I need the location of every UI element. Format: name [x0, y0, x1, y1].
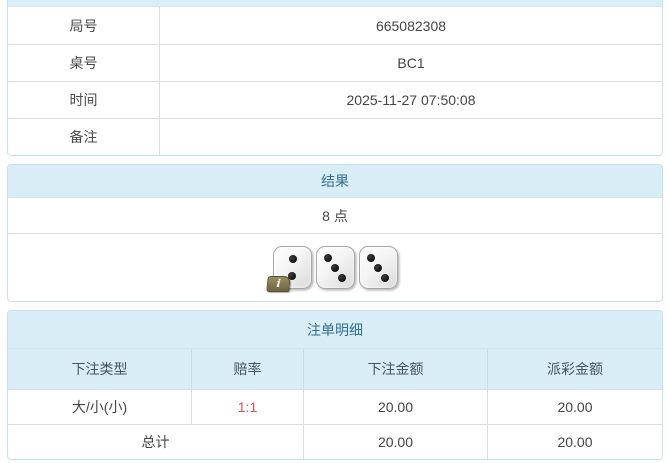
die-pip	[287, 272, 296, 281]
page: 局号 665082308 桌号 BC1 时间 2025-11-27 07:50:…	[7, 0, 663, 460]
time-label: 时间	[8, 82, 160, 118]
game-info-panel: 局号 665082308 桌号 BC1 时间 2025-11-27 07:50:…	[7, 0, 663, 156]
table-id-value: BC1	[397, 55, 425, 71]
die-pip	[366, 253, 375, 262]
round-id-value: 665082308	[375, 17, 447, 34]
game-info-row-remark: 备注	[8, 118, 662, 155]
game-info-row-round: 局号 665082308	[8, 7, 662, 44]
info-icon[interactable]: i	[265, 276, 291, 292]
col-header-payout: 派彩金额	[487, 349, 662, 389]
bet-type-value: 大/小(小)	[71, 399, 128, 415]
die-pip	[323, 253, 332, 262]
bet-table-total-row: 总计 20.00 20.00	[8, 424, 662, 459]
total-payout: 20.00	[487, 425, 662, 459]
remark-label: 备注	[8, 119, 160, 155]
game-info-row-time: 时间 2025-11-27 07:50:08	[8, 81, 662, 118]
remark-value	[160, 119, 662, 155]
table-id-label: 桌号	[8, 45, 160, 81]
odds-value: 1:1	[191, 390, 303, 424]
bet-table-header-row: 下注类型 赔率 下注金额 派彩金额	[8, 349, 662, 389]
game-info-clipped-header	[8, 0, 662, 7]
die-pip	[374, 263, 382, 272]
die-pip	[381, 274, 390, 283]
dice-row: i	[8, 234, 662, 301]
total-bet-amount: 20.00	[303, 425, 487, 459]
game-info-row-table: 桌号 BC1	[8, 44, 662, 81]
bet-details-header: 注单明细	[8, 311, 662, 349]
die-pip	[288, 254, 297, 263]
bet-table-row: 大/小(小) 1:1 20.00 20.00	[8, 389, 662, 424]
die-3-icon	[358, 246, 398, 289]
col-header-bet-type: 下注类型	[71, 361, 128, 377]
result-header: 结果	[8, 165, 662, 198]
bet-amount-value: 20.00	[303, 390, 487, 424]
die-2-icon	[315, 246, 355, 289]
bet-details-panel: 注单明细 下注类型 赔率 下注金额 派彩金额 大/小(小) 1:1 20.00 …	[7, 310, 663, 460]
die-1-icon: i	[265, 246, 312, 292]
col-header-odds: 赔率	[191, 349, 303, 389]
total-label: 总计	[141, 434, 170, 450]
col-header-bet-amount: 下注金额	[303, 349, 487, 389]
result-points: 8 点	[8, 198, 662, 234]
die-pip	[338, 274, 347, 283]
round-id-label: 局号	[8, 7, 160, 44]
time-value: 2025-11-27 07:50:08	[346, 92, 476, 108]
payout-value: 20.00	[487, 390, 662, 424]
die-pip	[331, 263, 339, 272]
result-panel: 结果 8 点 i	[7, 164, 663, 302]
